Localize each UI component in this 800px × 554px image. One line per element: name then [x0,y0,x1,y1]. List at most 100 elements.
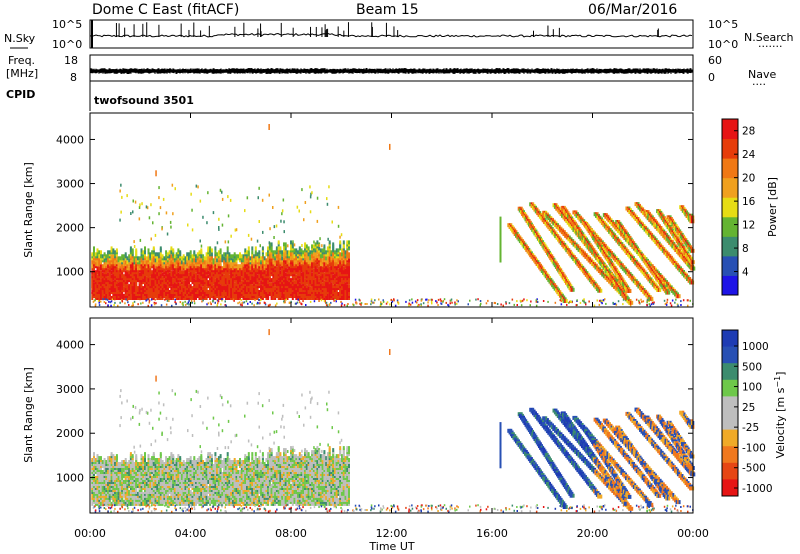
heatmap-cell [288,250,291,255]
heatmap-cell [379,304,382,307]
heatmap-cell [328,262,331,267]
heatmap-cell [184,256,187,261]
heatmap-cell [166,252,169,257]
heatmap-cell [293,280,296,285]
freq-label-line1: Freq. [8,54,35,67]
heatmap-cell [191,254,194,259]
heatmap-cell [575,231,578,236]
heatmap-cell [113,304,115,306]
heatmap-cell [224,304,226,306]
heatmap-cell [612,301,614,304]
heatmap-cell [168,290,171,294]
heatmap-cell [552,221,555,226]
heatmap-cell [313,240,315,244]
heatmap-cell [555,206,558,211]
heatmap-cell [346,284,349,289]
heatmap-cell [247,246,250,251]
heatmap-cell [182,254,185,259]
heatmap-cell [165,270,168,275]
heatmap-cell [131,304,133,307]
heatmap-cell [279,276,282,281]
heatmap-cell [206,303,208,306]
heatmap-cell [542,210,545,215]
heatmap-cell [247,250,250,255]
heatmap-cell [249,256,252,261]
heatmap-cell [511,228,514,233]
heatmap-cell [210,264,213,269]
heatmap-cell [686,299,689,302]
heatmap-cell [555,235,558,240]
heatmap-cell [191,228,194,232]
heatmap-cell [218,226,220,229]
heatmap-cell [648,300,650,303]
heatmap-cell [122,254,125,259]
heatmap-cell [536,211,539,216]
heatmap-cell [575,246,578,251]
freq-axis-top: 18 [64,54,78,67]
heatmap-cell [615,303,618,306]
heatmap-cell [569,239,572,244]
heatmap-cell [284,276,287,281]
heatmap-cell [287,244,289,248]
heatmap-cell [154,252,157,257]
heatmap-cell [418,303,420,306]
heatmap-cell [520,210,522,215]
heatmap-cell [119,296,122,300]
heatmap-cell [525,247,528,252]
heatmap-cell [205,256,208,261]
heatmap-cell [283,300,285,303]
heatmap-cell [177,272,180,277]
nave-axis-top: 60 [708,54,722,67]
heatmap-cell [448,304,450,307]
heatmap-cell [314,262,317,267]
heatmap-cell [511,298,514,301]
heatmap-cell [159,252,162,257]
heatmap-cell [159,266,162,271]
heatmap-cell [545,214,548,219]
heatmap-cell [575,260,577,265]
heatmap-cell [107,250,110,255]
heatmap-cell [212,296,215,300]
heatmap-cell [435,300,437,303]
heatmap-cell [328,240,331,245]
heatmap-cell [273,225,276,229]
heatmap-cell [207,280,210,285]
heatmap-cell [174,187,176,191]
heatmap-cell [485,302,488,305]
heatmap-cell [128,262,131,267]
heatmap-cell [397,301,399,304]
heatmap-cell [246,250,248,255]
heatmap-cell [267,294,270,298]
heatmap-cell [557,237,559,242]
heatmap-cell [163,278,166,283]
heatmap-cell [156,266,159,271]
heatmap-cell [346,262,349,267]
heatmap-cell [214,290,217,294]
heatmap-cell [302,250,305,255]
heatmap-cell [177,288,180,292]
heatmap-cell [264,302,266,304]
heatmap-cell [119,268,122,273]
heatmap-cell [168,266,171,271]
heatmap-cell [256,288,259,292]
heatmap-cell [638,299,640,302]
heatmap-cell [571,287,574,292]
heatmap-cell [533,207,536,212]
heatmap-cell [200,286,203,291]
heatmap-cell [534,233,537,238]
heatmap-cell [687,304,689,307]
heatmap-cell [114,298,116,301]
heatmap-cell [139,298,141,301]
heatmap-cell [325,262,328,267]
heatmap-cell [393,298,395,301]
heatmap-cell [195,254,197,259]
heatmap-cell [523,215,526,220]
heatmap-cell [427,304,429,307]
heatmap-cell [298,278,301,283]
heatmap-cell [335,284,338,289]
heatmap-cell [256,239,259,243]
heatmap-cell [105,254,108,259]
freq-axis-bottom: 8 [70,71,77,84]
heatmap-cell [191,208,193,212]
heatmap-cell [168,250,171,255]
